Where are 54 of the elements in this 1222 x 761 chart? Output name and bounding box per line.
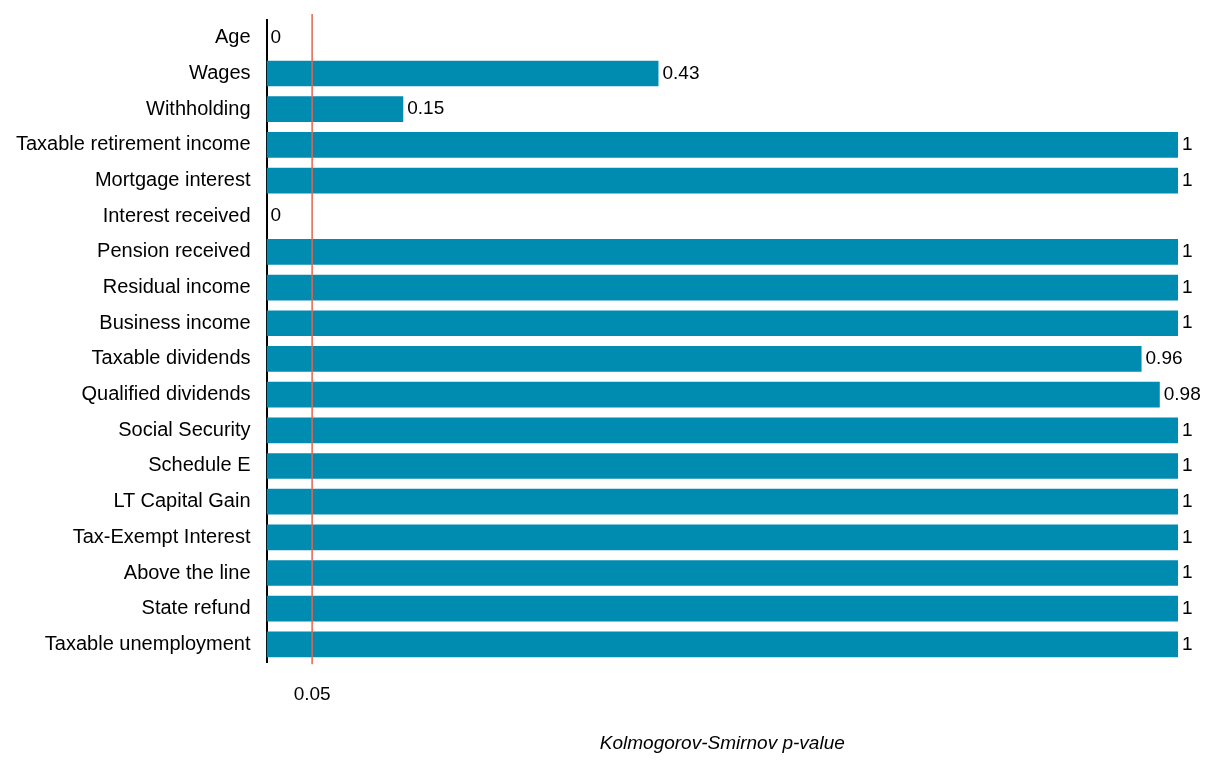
y-tick-label: Business income [99,310,251,333]
bar [266,274,1178,301]
data-label: 1 [1182,561,1193,583]
y-tick-label: Residual income [102,275,251,298]
bar [266,167,1178,194]
bar [266,488,1178,515]
y-tick-label: Taxable unemployment [44,631,251,654]
data-label: 0 [270,26,282,48]
data-label: 1 [1182,168,1193,190]
data-label: 0.43 [662,61,700,83]
y-tick-label: Qualified dividends [81,382,251,405]
data-label: 1 [1182,525,1193,547]
bar [266,239,1178,265]
bar [266,60,659,87]
y-tick-label: Tax-Exempt Interest [72,524,251,547]
data-label: 1 [1182,275,1193,297]
x-axis-title: Kolmogorov-Smirnov p-value [599,731,845,753]
data-label: 1 [1182,240,1193,262]
data-label: 1 [1182,489,1193,511]
y-tick-label: LT Capital Gain [113,489,251,512]
bar [266,595,1178,622]
y-tick-label: State refund [141,596,251,619]
data-label: 1 [1182,632,1193,654]
bar [266,453,1178,479]
bar [266,524,1178,551]
bar [266,381,1160,408]
y-tick-label: Mortgage interest [94,168,251,191]
bar [266,96,404,123]
data-label: 0.98 [1163,382,1201,404]
y-tick-label: Social Security [118,417,251,440]
y-tick-label: Schedule E [148,453,251,476]
data-label: 1 [1182,133,1193,155]
y-tick-label: Withholding [146,96,251,119]
ref-line-label: 0.05 [293,683,331,705]
data-label: 1 [1182,454,1193,476]
y-tick-label: Above the line [123,560,251,583]
y-tick-label: Age [214,25,251,48]
data-label: 1 [1182,596,1193,618]
bar [266,417,1178,444]
y-tick-label: Taxable retirement income [15,132,251,155]
data-label: 0.96 [1145,347,1183,369]
bar [266,310,1178,337]
y-tick-label: Wages [189,61,251,84]
data-label: 1 [1182,311,1193,333]
y-tick-label: Taxable dividends [91,346,251,369]
y-tick-label: Interest received [102,203,251,226]
data-label: 0 [270,204,282,226]
bar [266,132,1178,158]
data-label: 1 [1182,418,1193,440]
y-tick-label: Pension received [97,239,251,262]
data-label: 0.15 [407,97,445,119]
bar [266,346,1142,372]
bar [266,631,1178,658]
bar [266,560,1178,586]
